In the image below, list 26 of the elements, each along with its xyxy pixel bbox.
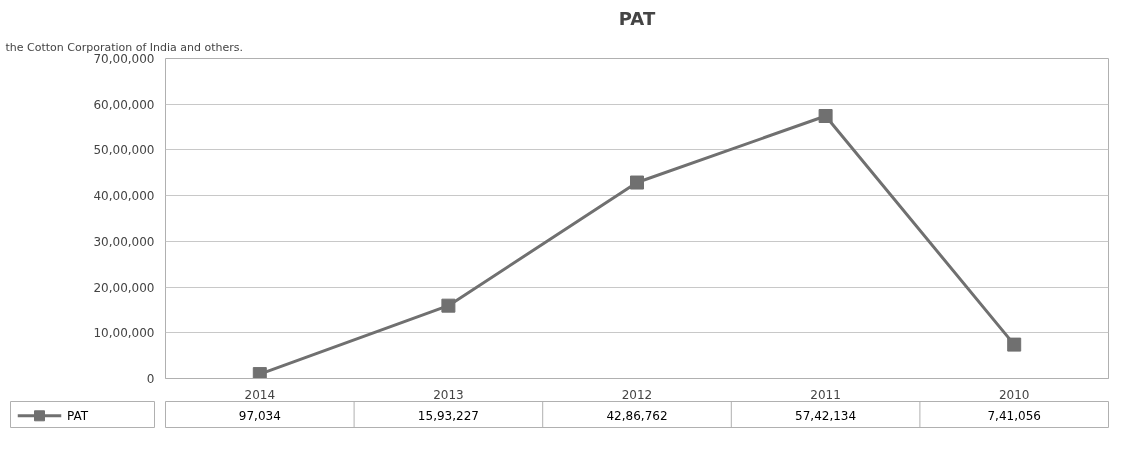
point <box>630 175 644 190</box>
point <box>252 367 267 379</box>
x-tick-label: 2012 <box>621 387 653 402</box>
y-tick-label: 50,00,000 <box>93 143 155 158</box>
x-tick-label: 2014 <box>244 387 276 402</box>
data-label: 15,93,227 <box>417 409 479 424</box>
x-tick-label: 2013 <box>433 387 464 402</box>
point <box>818 109 833 123</box>
y-tick-label: 60,00,000 <box>93 97 155 112</box>
data-label: 97,034 <box>238 409 281 424</box>
x-tick-label: 2010 <box>998 387 1030 402</box>
point <box>1007 337 1022 352</box>
legend-label: PAT <box>67 408 89 423</box>
point <box>441 298 456 313</box>
y-tick-label: 20,00,000 <box>93 280 155 295</box>
y-tick-label: 0 <box>146 372 155 386</box>
data-label: 57,42,134 <box>795 409 857 424</box>
y-tick-label: 30,00,000 <box>93 234 155 249</box>
y-tick-label: 40,00,000 <box>93 189 155 204</box>
text: the Cotton Corporation of India and others. <box>5 40 244 54</box>
chart-title: PAT <box>618 7 656 29</box>
y-tick-label: 70,00,000 <box>93 52 155 66</box>
data-label: 7,41,056 <box>987 409 1041 424</box>
x-tick-label: 2011 <box>810 387 841 402</box>
data-label: 42,86,762 <box>606 409 668 424</box>
y-tick-label: 10,00,000 <box>93 326 155 341</box>
